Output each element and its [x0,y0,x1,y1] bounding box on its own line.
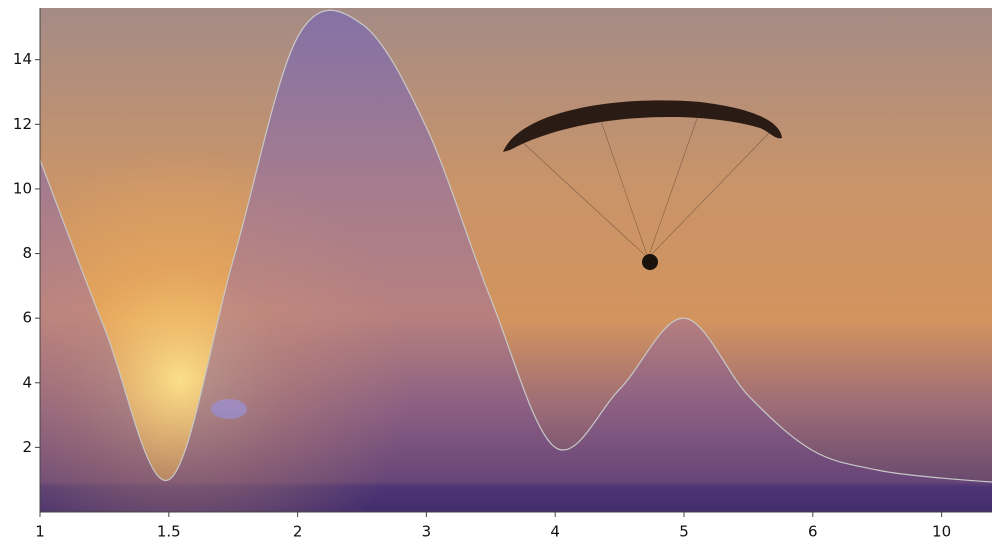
y-tick-label: 8 [22,244,32,262]
area-line [40,9,992,483]
x-tick-label: 6 [808,523,818,541]
plot-area [40,9,992,512]
x-tick-label: 10 [932,523,951,541]
x-tick-label: 3 [422,523,432,541]
x-tick-label: 4 [550,523,560,541]
x-tick-label: 2 [293,523,303,541]
y-tick-label: 12 [13,115,32,133]
y-tick-label: 14 [13,50,32,68]
area [40,10,992,512]
x-tick-label: 5 [679,523,689,541]
y-tick-label: 2 [22,438,32,456]
y-tick-label: 4 [22,373,32,391]
y-tick-label: 10 [13,179,32,197]
y-tick-label: 6 [22,309,32,327]
x-tick-label: 1.5 [157,523,181,541]
x-tick-label: 1 [35,523,45,541]
